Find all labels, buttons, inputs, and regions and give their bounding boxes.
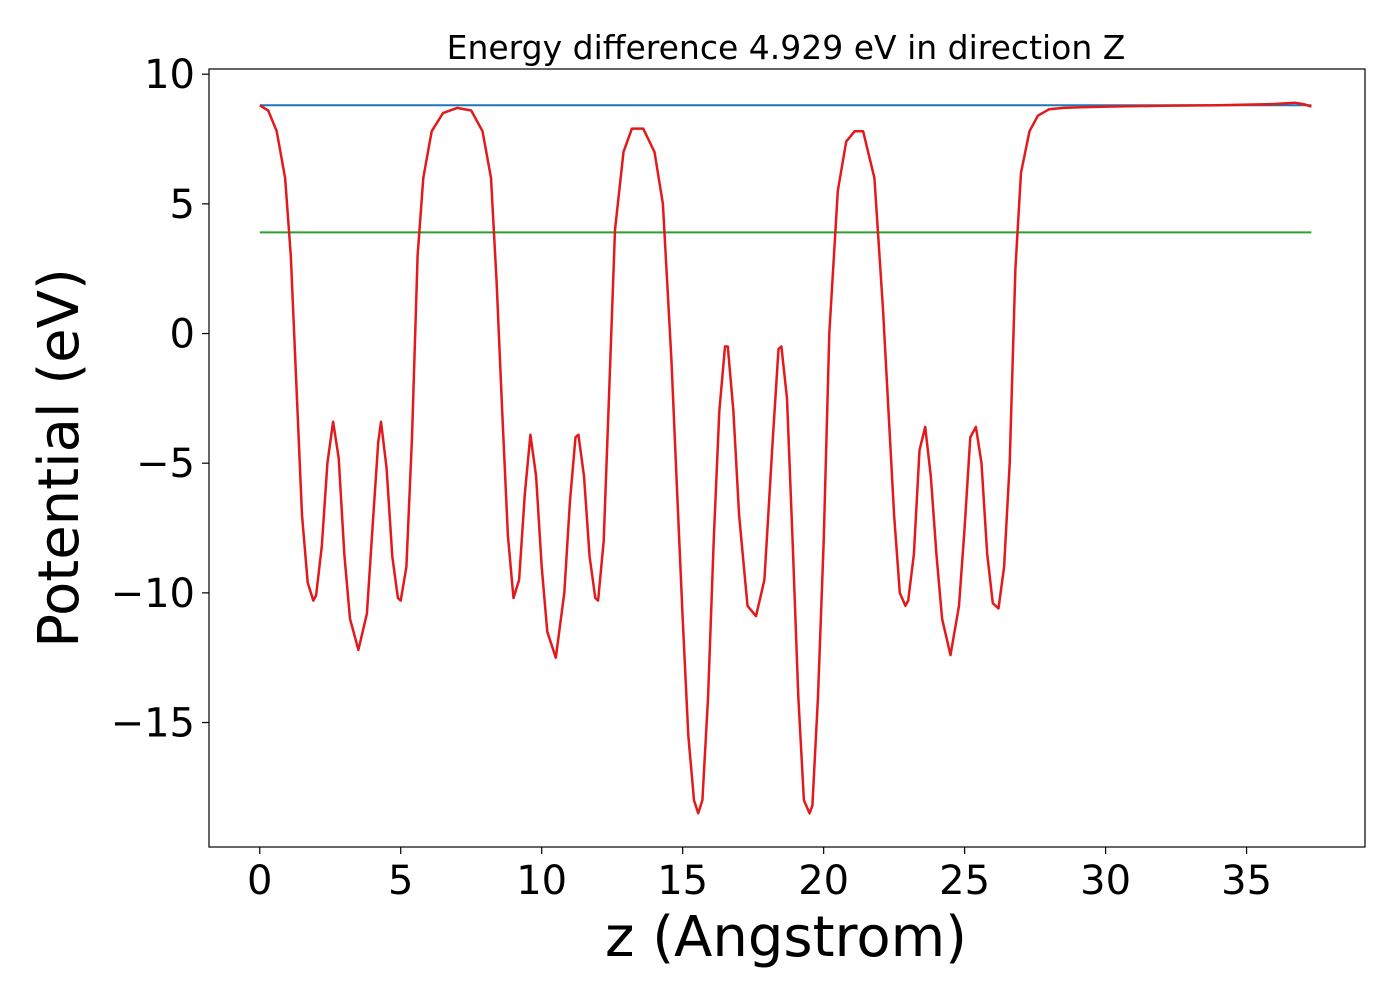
x-tick-label: 10 — [516, 858, 567, 904]
x-tick-label: 35 — [1221, 858, 1272, 904]
x-tick-label: 15 — [657, 858, 708, 904]
x-tick-label: 30 — [1080, 858, 1131, 904]
y-tick-label: −5 — [136, 441, 195, 487]
series-line-2 — [259, 101, 1312, 815]
x-axis-label: z (Angstrom) — [605, 905, 967, 970]
chart-title: Energy difference 4.929 eV in direction … — [447, 28, 1126, 67]
y-tick-label: −10 — [111, 571, 195, 617]
plot-frame — [208, 68, 1366, 848]
y-axis-label: Potential (eV) — [27, 268, 92, 648]
y-axis: 10 5 0 −5 −10 −15 — [111, 52, 209, 747]
x-tick-label: 0 — [247, 858, 272, 904]
x-axis: 0 5 10 15 20 25 30 35 — [247, 847, 1272, 904]
x-tick-label: 25 — [939, 858, 990, 904]
y-tick-label: 5 — [170, 182, 195, 228]
x-tick-label: 5 — [388, 858, 413, 904]
y-tick-label: 0 — [170, 312, 195, 358]
y-tick-label: −15 — [111, 701, 195, 747]
y-tick-label: 10 — [144, 52, 195, 98]
plot-area — [259, 101, 1312, 815]
x-tick-label: 20 — [798, 858, 849, 904]
